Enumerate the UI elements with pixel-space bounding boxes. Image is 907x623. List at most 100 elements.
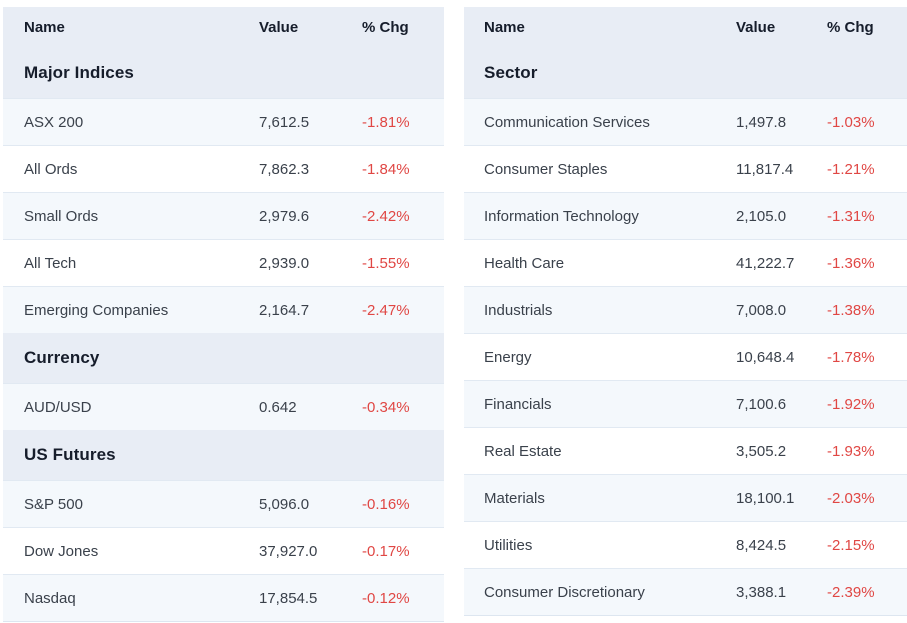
row-value-cell: 5,096.0 xyxy=(259,495,310,513)
row-chg-cell: -0.34% xyxy=(362,398,410,416)
row-name-cell: Consumer Discretionary xyxy=(484,583,645,601)
row-value-cell: 1,497.8 xyxy=(736,113,787,131)
section-header-us-futures: US Futures xyxy=(3,430,444,480)
row-chg-cell: -0.17% xyxy=(362,542,410,560)
row-name-cell: Energy xyxy=(484,348,532,366)
sectors-table-header-row: Name Value % Chg xyxy=(464,7,907,48)
table-row-communication-services[interactable]: Communication Services 1,497.8 -1.03% xyxy=(464,98,907,145)
row-name-cell: Health Care xyxy=(484,254,565,272)
row-name-cell: Financials xyxy=(484,395,552,413)
row-chg-cell: -0.16% xyxy=(362,495,410,513)
table-row-industrials[interactable]: Industrials 7,008.0 -1.38% xyxy=(464,286,907,333)
row-value-cell: 2,105.0 xyxy=(736,207,787,225)
row-value-cell: 8,424.5 xyxy=(736,536,787,554)
table-row-information-technology[interactable]: Information Technology 2,105.0 -1.31% xyxy=(464,192,907,239)
table-row-materials[interactable]: Materials 18,100.1 -2.03% xyxy=(464,474,907,521)
column-header-name: Name xyxy=(484,19,525,36)
row-value-cell: 7,100.6 xyxy=(736,395,787,413)
section-title: Currency xyxy=(24,348,100,367)
section-title: Sector xyxy=(484,63,538,82)
row-value-cell: 41,222.7 xyxy=(736,254,795,272)
row-chg-cell: -2.42% xyxy=(362,207,410,225)
table-row-aud-usd[interactable]: AUD/USD 0.642 -0.34% xyxy=(3,383,444,430)
row-value-cell: 11,817.4 xyxy=(736,160,794,178)
column-header-pct-chg: % Chg xyxy=(827,19,874,36)
row-value-cell: 2,164.7 xyxy=(259,301,310,319)
table-row-emerging-companies[interactable]: Emerging Companies 2,164.7 -2.47% xyxy=(3,286,444,333)
table-row-utilities[interactable]: Utilities 8,424.5 -2.15% xyxy=(464,521,907,568)
column-header-value: Value xyxy=(736,19,776,36)
row-chg-cell: -1.78% xyxy=(827,348,875,366)
row-value-cell: 7,008.0 xyxy=(736,301,787,319)
row-name-cell: Consumer Staples xyxy=(484,160,608,178)
column-header-value: Value xyxy=(259,19,299,36)
row-name-cell: All Tech xyxy=(24,254,77,272)
row-chg-cell: -2.47% xyxy=(362,301,410,319)
indices-table-header-row: Name Value % Chg xyxy=(3,7,444,48)
row-chg-cell: -0.12% xyxy=(362,589,410,607)
row-value-cell: 0.642 xyxy=(259,398,297,416)
row-chg-cell: -1.93% xyxy=(827,442,875,460)
row-name-cell: AUD/USD xyxy=(24,398,92,416)
table-row-nasdaq[interactable]: Nasdaq 17,854.5 -0.12% xyxy=(3,574,444,621)
row-value-cell: 17,854.5 xyxy=(259,589,318,607)
row-name-cell: Emerging Companies xyxy=(24,301,169,319)
section-title: US Futures xyxy=(24,445,116,464)
row-chg-cell: -1.36% xyxy=(827,254,875,272)
row-chg-cell: -2.03% xyxy=(827,489,875,507)
row-value-cell: 7,612.5 xyxy=(259,113,310,131)
row-chg-cell: -1.31% xyxy=(827,207,875,225)
row-chg-cell: -1.38% xyxy=(827,301,875,319)
table-row-health-care[interactable]: Health Care 41,222.7 -1.36% xyxy=(464,239,907,286)
row-value-cell: 7,862.3 xyxy=(259,160,310,178)
table-row-asx-200[interactable]: ASX 200 7,612.5 -1.81% xyxy=(3,98,444,145)
sectors-table-body: Sector Communication Services 1,497.8 -1.03… xyxy=(464,48,907,616)
row-value-cell: 2,979.6 xyxy=(259,207,310,225)
indices-table-body: Major Indices ASX 200 7,612.5 -1.81% All Ord… xyxy=(3,48,444,622)
row-chg-cell: -1.84% xyxy=(362,160,410,178)
table-row-small-ords[interactable]: Small Ords 2,979.6 -2.42% xyxy=(3,192,444,239)
row-name-cell: Communication Services xyxy=(484,113,650,131)
table-row-dow-jones[interactable]: Dow Jones 37,927.0 -0.17% xyxy=(3,527,444,574)
indices-table: Name Value % Chg Major Indices ASX 200 7,6… xyxy=(3,7,444,622)
row-chg-cell: -1.92% xyxy=(827,395,875,413)
row-value-cell: 37,927.0 xyxy=(259,542,318,560)
table-row-financials[interactable]: Financials 7,100.6 -1.92% xyxy=(464,380,907,427)
row-name-cell: Nasdaq xyxy=(24,589,76,607)
table-row-all-tech[interactable]: All Tech 2,939.0 -1.55% xyxy=(3,239,444,286)
row-chg-cell: -1.55% xyxy=(362,254,410,272)
row-name-cell: ASX 200 xyxy=(24,113,84,131)
table-row-consumer-staples[interactable]: Consumer Staples 11,817.4 -1.21% xyxy=(464,145,907,192)
table-row-consumer-discretionary[interactable]: Consumer Discretionary 3,388.1 -2.39% xyxy=(464,568,907,615)
row-name-cell: Real Estate xyxy=(484,442,562,460)
row-name-cell: Industrials xyxy=(484,301,553,319)
row-value-cell: 18,100.1 xyxy=(736,489,795,507)
row-chg-cell: -1.03% xyxy=(827,113,875,131)
section-header-sector: Sector xyxy=(464,48,907,98)
row-value-cell: 10,648.4 xyxy=(736,348,795,366)
row-name-cell: Materials xyxy=(484,489,545,507)
row-name-cell: Information Technology xyxy=(484,207,639,225)
row-name-cell: Utilities xyxy=(484,536,533,554)
row-value-cell: 3,388.1 xyxy=(736,583,787,601)
row-name-cell: S&P 500 xyxy=(24,495,83,513)
section-header-currency: Currency xyxy=(3,333,444,383)
row-value-cell: 2,939.0 xyxy=(259,254,310,272)
row-chg-cell: -1.81% xyxy=(362,113,410,131)
sectors-table: Name Value % Chg Sector Communication Ser… xyxy=(464,7,907,616)
table-row-energy[interactable]: Energy 10,648.4 -1.78% xyxy=(464,333,907,380)
table-row-real-estate[interactable]: Real Estate 3,505.2 -1.93% xyxy=(464,427,907,474)
row-value-cell: 3,505.2 xyxy=(736,442,787,460)
section-header-major-indices: Major Indices xyxy=(3,48,444,98)
column-header-pct-chg: % Chg xyxy=(362,19,409,36)
row-name-cell: All Ords xyxy=(24,160,78,178)
column-header-name: Name xyxy=(24,19,65,36)
row-chg-cell: -1.21% xyxy=(827,160,875,178)
row-name-cell: Small Ords xyxy=(24,207,99,225)
row-chg-cell: -2.15% xyxy=(827,536,875,554)
row-chg-cell: -2.39% xyxy=(827,583,875,601)
table-row-s-p-500[interactable]: S&P 500 5,096.0 -0.16% xyxy=(3,480,444,527)
table-row-all-ords[interactable]: All Ords 7,862.3 -1.84% xyxy=(3,145,444,192)
row-name-cell: Dow Jones xyxy=(24,542,99,560)
